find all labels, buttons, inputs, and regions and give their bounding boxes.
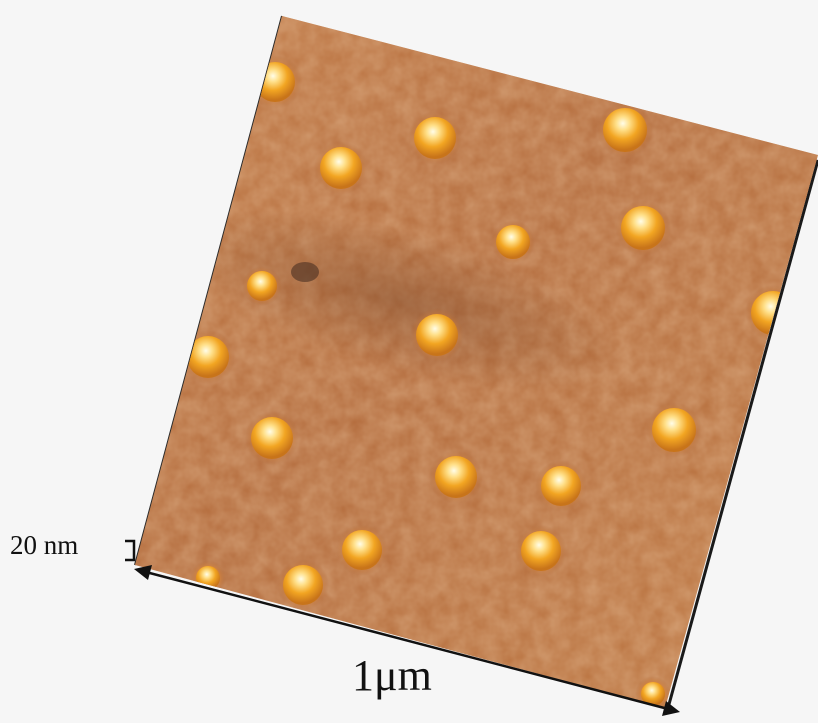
nanodot <box>181 330 235 384</box>
z-scale-bracket <box>125 539 136 562</box>
z-scale-label: 20 nm <box>10 530 79 560</box>
x-scale-arrow <box>134 565 680 716</box>
nanodot <box>408 111 462 165</box>
nanodot <box>429 450 483 504</box>
nanodot <box>515 525 567 577</box>
nanodot <box>248 55 302 109</box>
nanodot <box>646 402 702 458</box>
nanodot <box>491 220 535 264</box>
nanodot <box>745 285 801 341</box>
x-scale-label: 1μm <box>352 651 432 700</box>
block-right-edge <box>666 159 818 709</box>
nanodot <box>314 141 368 195</box>
afm-surface <box>135 16 818 708</box>
nanodot <box>597 102 653 158</box>
nanodot <box>245 411 299 465</box>
nanodot <box>277 559 329 611</box>
nanodot <box>410 308 464 362</box>
nanodot <box>336 524 388 576</box>
nanodot <box>242 266 282 306</box>
nanodot <box>615 200 671 256</box>
nanodot <box>535 460 587 512</box>
